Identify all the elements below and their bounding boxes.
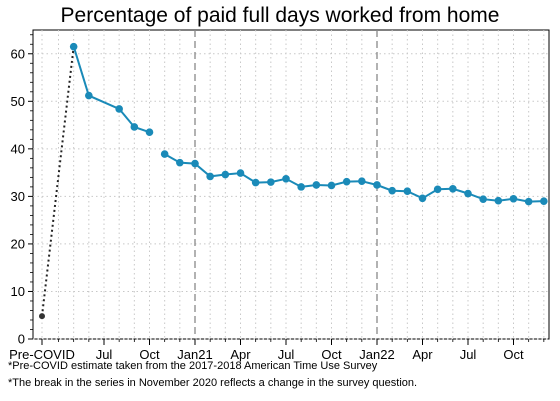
data-point <box>236 169 245 177</box>
y-tick-label: 0 <box>18 332 25 347</box>
data-point <box>85 91 93 100</box>
data-point <box>540 197 548 205</box>
x-tick-label: Apr <box>230 347 251 362</box>
data-point <box>312 181 321 189</box>
data-point <box>509 194 518 203</box>
plot-frame <box>32 29 550 340</box>
y-tick-label: 10 <box>11 284 25 299</box>
data-point <box>160 150 169 158</box>
data-point <box>176 158 184 167</box>
data-point <box>69 42 78 51</box>
y-tick-label: 60 <box>11 46 25 61</box>
x-tick-label: Oct <box>321 347 342 362</box>
precovid-connector <box>41 46 75 317</box>
data-point <box>251 178 260 187</box>
x-tick-label: Oct <box>139 347 160 362</box>
data-point <box>206 172 214 181</box>
data-point <box>373 181 381 189</box>
data-point <box>115 105 123 113</box>
data-point <box>494 196 503 205</box>
series-line-segment-1 <box>72 46 150 134</box>
data-point <box>464 189 472 198</box>
data-point <box>524 197 533 206</box>
y-tick-label: 20 <box>11 236 25 251</box>
data-point <box>403 187 412 195</box>
x-tick-label: Jan21 <box>177 347 212 362</box>
data-point <box>449 184 457 193</box>
footnote-precovid: *Pre-COVID estimate taken from the 2017-… <box>8 360 378 372</box>
x-tick-label: Jul <box>278 347 295 362</box>
footnote-break: *The break in the series in November 202… <box>8 377 418 389</box>
chart-title: Percentage of paid full days worked from… <box>60 4 500 27</box>
data-point <box>191 159 199 168</box>
x-tick-label: Jul <box>460 347 477 362</box>
data-point <box>418 194 427 203</box>
data-point <box>358 177 366 185</box>
x-tick-label: Oct <box>503 347 524 362</box>
x-tick-label: Jan22 <box>359 347 394 362</box>
x-tick-label: Apr <box>412 347 433 362</box>
data-point <box>388 186 396 195</box>
data-point <box>479 195 487 204</box>
y-tick-label: 50 <box>11 94 25 109</box>
data-point <box>433 185 442 194</box>
data-point <box>130 123 139 131</box>
y-tick-label: 40 <box>11 141 25 156</box>
precovid-point <box>39 313 45 320</box>
data-point <box>282 174 290 183</box>
data-point <box>327 181 336 190</box>
data-point <box>297 183 305 191</box>
data-point <box>145 128 154 137</box>
x-tick-label: Pre-COVID <box>9 347 75 362</box>
y-tick-label: 30 <box>11 189 25 204</box>
data-point <box>267 178 275 186</box>
x-tick-label: Jul <box>96 347 113 362</box>
data-point <box>342 177 351 186</box>
data-point <box>221 170 230 179</box>
series-line-segment-2 <box>164 153 544 203</box>
